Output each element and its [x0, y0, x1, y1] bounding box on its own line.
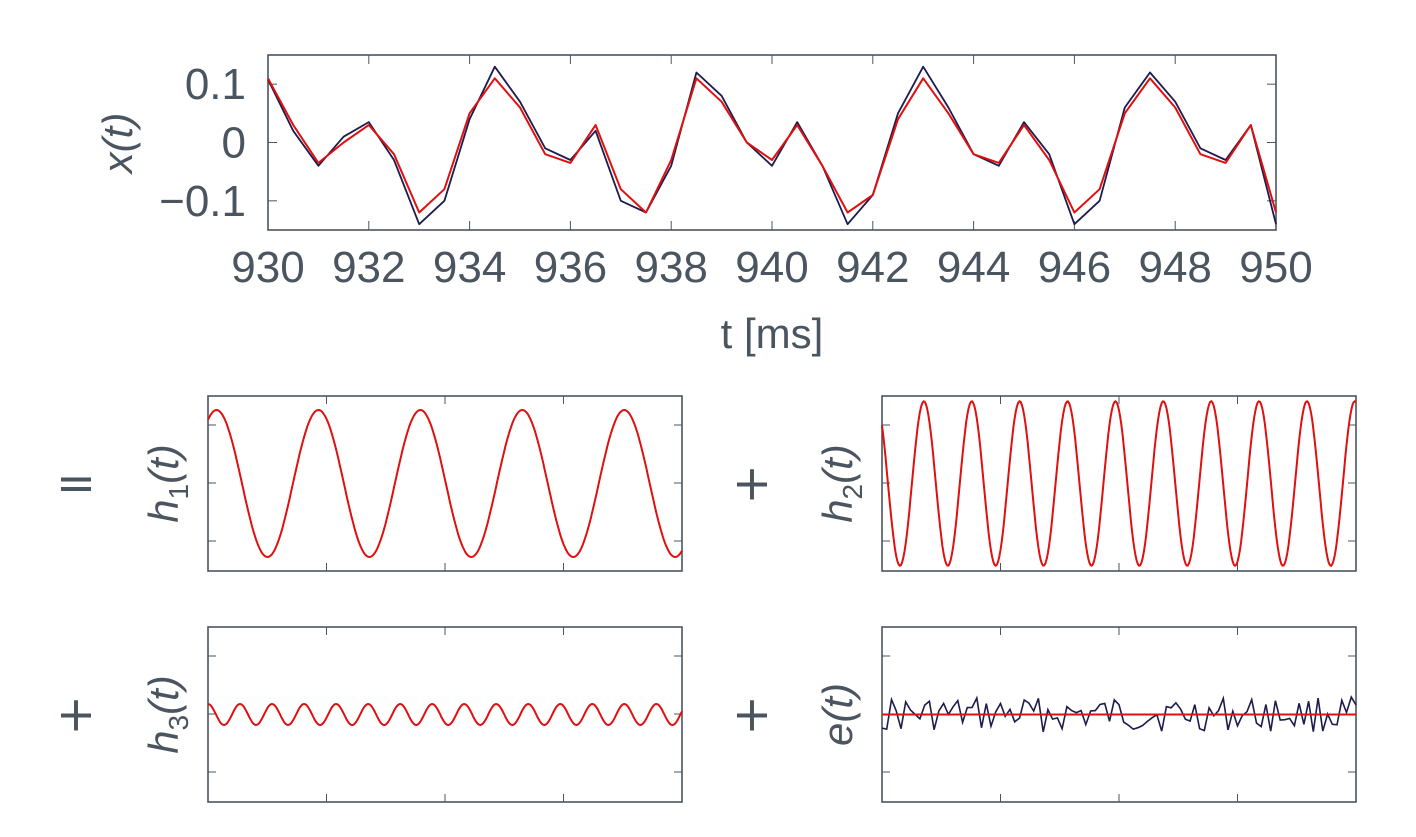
h2-y-axis-label: h2(t): [814, 444, 868, 523]
e-operator: +: [732, 687, 772, 743]
y-tick-label: −0.1: [159, 177, 246, 226]
x-tick-label: 932: [332, 243, 405, 292]
component-h1-panel: = h1(t): [56, 395, 683, 572]
x-tick-label: 948: [1138, 243, 1211, 292]
y-tick-label: 0: [222, 119, 246, 168]
h3-y-axis-label: h3(t): [140, 675, 194, 754]
y-tick-labels: 0.1 0 −0.1: [159, 60, 246, 226]
measured-signal-line: [267, 65, 1277, 226]
x-tick-label: 936: [534, 243, 607, 292]
x-tick-label: 930: [231, 243, 304, 292]
h2-operator: +: [732, 456, 772, 512]
h1-operator: =: [56, 456, 96, 512]
x-tick-label: 940: [735, 243, 808, 292]
signal-ticks: [267, 55, 1277, 230]
h1-y-axis-label: h1(t): [140, 444, 194, 523]
h3-component-line: [207, 702, 683, 727]
y-tick-label: 0.1: [185, 60, 246, 109]
signal-x-axis-label: t [ms]: [721, 310, 824, 357]
h3-operator: +: [56, 687, 96, 743]
reconstruction-line: [267, 77, 1277, 214]
residual-panel: + e(t): [732, 626, 1357, 803]
x-tick-label: 938: [634, 243, 707, 292]
x-tick-labels: 930 932 934 936 938 940 942 944 946 948 950: [231, 243, 1312, 292]
x-tick-label: 950: [1239, 243, 1312, 292]
x-tick-label: 934: [433, 243, 506, 292]
h1-component-line: [207, 408, 683, 559]
component-h3-panel: + h3(t): [56, 626, 683, 803]
component-h2-panel: + h2(t): [732, 395, 1357, 572]
signal-panel: 930 932 934 936 938 940 942 944 946 948 950 0.1 0 −0…: [94, 54, 1313, 357]
h2-component-line: [881, 400, 1357, 567]
signal-series: [267, 65, 1277, 226]
x-tick-label: 942: [836, 243, 909, 292]
x-tick-label: 944: [937, 243, 1010, 292]
signal-y-axis-label: x(t): [94, 113, 141, 176]
x-tick-label: 946: [1038, 243, 1111, 292]
e-y-axis-label: e(t): [814, 683, 861, 746]
signal-plot-frame: [267, 54, 1277, 231]
